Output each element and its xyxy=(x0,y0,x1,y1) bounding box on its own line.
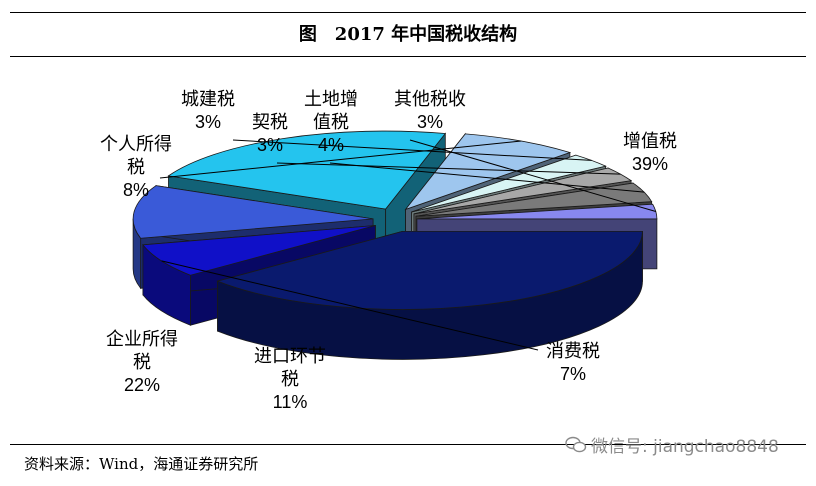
label-corporate-pct: 22% xyxy=(123,375,161,395)
pie-slice-1-top xyxy=(216,230,643,310)
chart-title: 图 2017 年中国税收结构 xyxy=(298,24,518,45)
top-rule xyxy=(10,12,806,13)
label-vat-pct: 39% xyxy=(631,154,669,174)
label-consumption: 消费税 7% xyxy=(533,340,613,386)
label-deed-name: 契税 xyxy=(252,112,288,133)
leader-other xyxy=(409,139,656,213)
label-deed: 契税 3% xyxy=(240,111,300,157)
label-vat: 增值税 39% xyxy=(610,130,690,176)
pie-slice-3-top xyxy=(132,185,374,239)
label-land-line1: 土地增 xyxy=(304,89,358,110)
label-urban-name: 城建税 xyxy=(181,89,235,110)
label-corporate-line1: 企业所得 xyxy=(106,329,178,350)
label-personal-line1: 个人所得 xyxy=(100,134,172,155)
title-rule xyxy=(10,56,806,57)
leader-deed xyxy=(276,162,621,175)
watermark-text: 微信号: jiangchao8848 xyxy=(591,437,779,457)
label-other-name: 其他税收 xyxy=(394,89,466,110)
leader-personal xyxy=(159,140,522,179)
label-vat-name: 增值税 xyxy=(623,131,677,152)
label-land-pct: 4% xyxy=(317,135,344,155)
pie-slice-6-top xyxy=(411,154,607,213)
label-land: 土地增 值税 4% xyxy=(296,88,366,157)
bottom-rule xyxy=(10,444,806,445)
label-import: 进口环节 税 11% xyxy=(240,345,340,414)
wechat-icon xyxy=(565,436,587,452)
pie-slice-5-top xyxy=(404,133,572,211)
label-import-line1: 进口环节 xyxy=(254,346,326,367)
label-personal: 个人所得 税 8% xyxy=(86,133,186,202)
label-personal-line2: 税 xyxy=(127,157,145,178)
pie-slice-4-top xyxy=(167,130,447,210)
source-note: 资料来源：Wind，海通证券研究所 xyxy=(24,455,259,473)
label-consumption-pct: 7% xyxy=(559,364,586,384)
leader-land xyxy=(329,162,645,193)
watermark: 微信号: jiangchao8848 xyxy=(565,432,779,457)
label-import-line2: 税 xyxy=(281,369,299,390)
leader-consumption xyxy=(161,260,539,351)
label-deed-pct: 3% xyxy=(256,135,283,155)
label-urban-pct: 3% xyxy=(194,112,221,132)
label-corporate: 企业所得 税 22% xyxy=(92,328,192,397)
label-other-pct: 3% xyxy=(416,112,443,132)
leader-urban xyxy=(232,139,592,161)
label-corporate-line2: 税 xyxy=(133,352,151,373)
label-personal-pct: 8% xyxy=(122,180,149,200)
pie-slice-1 xyxy=(216,230,643,360)
label-consumption-name: 消费税 xyxy=(546,341,600,362)
label-urban: 城建税 3% xyxy=(168,88,248,134)
label-import-pct: 11% xyxy=(272,392,308,412)
label-other: 其他税收 3% xyxy=(380,88,480,134)
label-land-line2: 值税 xyxy=(313,112,349,133)
